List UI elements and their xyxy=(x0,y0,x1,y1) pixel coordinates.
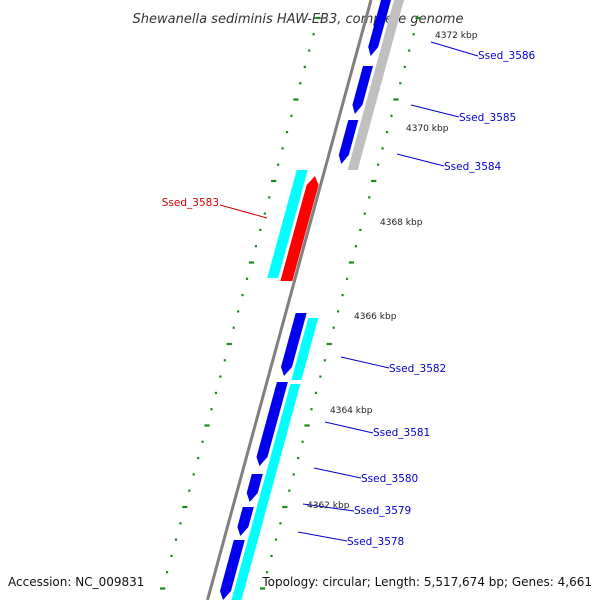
gene-label[interactable]: Ssed_3583 xyxy=(162,197,219,209)
genome-summary-text: Topology: circular; Length: 5,517,674 bp… xyxy=(261,575,592,589)
leader-line xyxy=(430,41,479,57)
tick-marks xyxy=(160,16,421,590)
gene-band-pseudo xyxy=(347,0,404,170)
backbone-line xyxy=(206,0,373,600)
gene-arrow xyxy=(338,120,359,164)
gene-labels: Ssed_3586 Ssed_3585 Ssed_3584 Ssed_3583 Ssed… xyxy=(162,50,536,548)
leader-line xyxy=(219,204,268,219)
kbp-scale-labels: 4372 kbp 4370 kbp 4368 kbp 4366 kbp 4364 kbp… xyxy=(307,31,478,511)
gene-arrow xyxy=(281,313,307,376)
gene-label[interactable]: Ssed_3585 xyxy=(459,112,516,124)
gene-label[interactable]: Ssed_3582 xyxy=(389,363,446,375)
gene-features xyxy=(220,0,404,600)
leader-line xyxy=(302,503,355,512)
kbp-label: 4368 kbp xyxy=(380,218,423,228)
gene-label[interactable]: Ssed_3584 xyxy=(444,161,502,173)
gene-label[interactable]: Ssed_3586 xyxy=(478,50,536,62)
kbp-label: 4362 kbp xyxy=(307,501,350,511)
gene-arrow xyxy=(237,507,254,536)
gene-arrow xyxy=(246,474,263,502)
gene-label[interactable]: Ssed_3581 xyxy=(373,427,430,439)
leader-line xyxy=(410,104,460,118)
leader-line xyxy=(340,356,390,369)
gene-arrow xyxy=(368,0,391,56)
gene-band-reverse xyxy=(231,384,301,600)
genome-backbone xyxy=(206,0,373,600)
gene-arrow xyxy=(220,540,245,600)
gene-band-reverse xyxy=(267,170,308,278)
gene-arrow-highlight xyxy=(280,176,319,281)
leader-line xyxy=(313,467,362,479)
kbp-label: 4370 kbp xyxy=(406,124,449,134)
leader-line xyxy=(297,531,348,542)
accession-text: Accession: NC_009831 xyxy=(8,575,144,589)
gene-label[interactable]: Ssed_3578 xyxy=(347,536,404,548)
page-title: Shewanella sediminis HAW-EB3, complete g… xyxy=(133,12,464,27)
leader-line xyxy=(324,421,374,434)
gene-label[interactable]: Ssed_3580 xyxy=(361,473,418,485)
gene-arrow xyxy=(256,382,288,466)
kbp-label: 4372 kbp xyxy=(435,31,478,41)
gene-arrow xyxy=(352,66,373,114)
gene-band-reverse xyxy=(291,318,319,380)
label-leader-lines xyxy=(219,41,479,542)
kbp-label: 4364 kbp xyxy=(330,406,373,416)
kbp-label: 4366 kbp xyxy=(354,312,397,322)
gene-label[interactable]: Ssed_3579 xyxy=(354,505,411,517)
leader-line xyxy=(396,153,445,167)
